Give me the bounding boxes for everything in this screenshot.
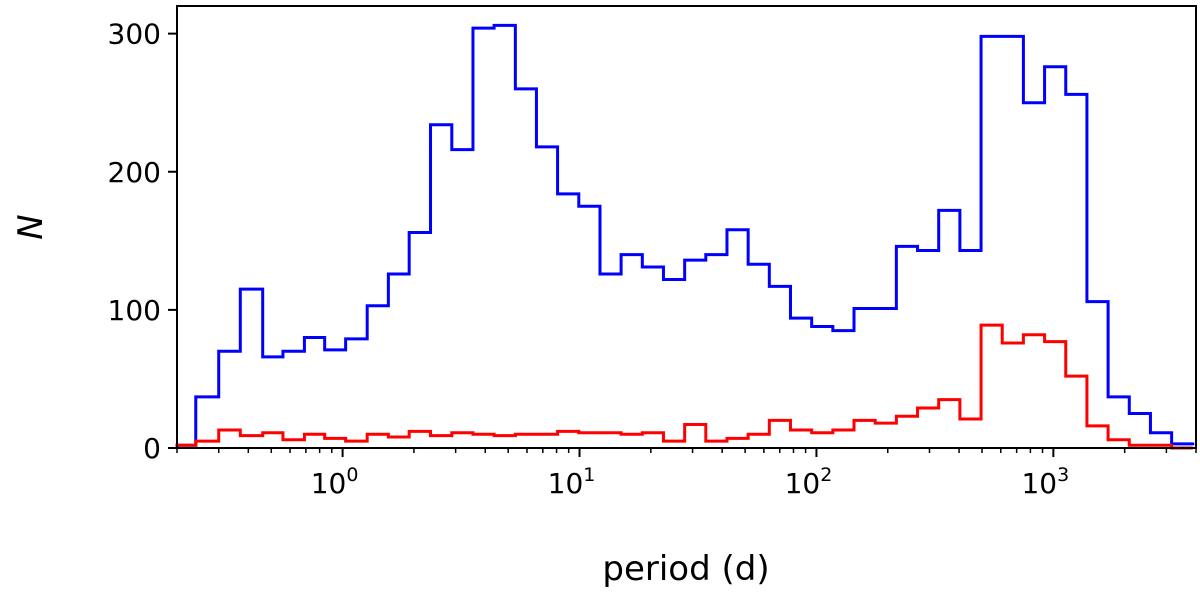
series-0-line	[175, 23, 1195, 448]
x-tick-label: 101	[548, 464, 596, 500]
plot-frame	[176, 5, 1197, 449]
y-axis: 0 100 200 300	[108, 18, 177, 465]
y-axis-label: N	[11, 214, 51, 239]
y-tick-label: 200	[108, 156, 161, 189]
x-tick-label: 103	[1021, 464, 1069, 500]
y-tick-label: 100	[108, 294, 161, 327]
x-tick-label: 100	[311, 464, 359, 500]
x-axis-label: period (d)	[602, 549, 769, 589]
x-tick-label: 102	[785, 464, 833, 500]
x-axis: 100 101 102 103	[176, 448, 1197, 500]
series-layer	[175, 23, 1195, 450]
series-1-line	[175, 323, 1193, 450]
y-tick-label: 300	[108, 18, 161, 51]
y-tick-label: 0	[143, 432, 161, 465]
